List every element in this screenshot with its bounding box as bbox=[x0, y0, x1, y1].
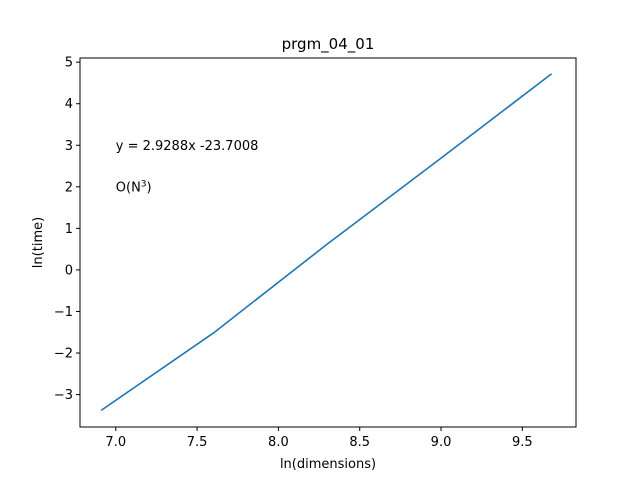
annotation-1: O(N3) bbox=[116, 179, 152, 195]
y-tick-label: 1 bbox=[65, 222, 73, 237]
plot-area bbox=[80, 58, 576, 427]
x-tick-label: 8.5 bbox=[349, 435, 370, 450]
series-line-0 bbox=[100, 73, 553, 412]
x-axis-ticks: 7.0 7.5 8.0 8.5 9.0 9.5 bbox=[105, 427, 533, 450]
x-tick-label: 8.0 bbox=[268, 435, 289, 450]
y-tick-label: 5 bbox=[65, 56, 73, 71]
y-tick-label: −1 bbox=[54, 305, 73, 320]
y-tick-label: 0 bbox=[65, 263, 73, 278]
chart-title: prgm_04_01 bbox=[282, 35, 375, 54]
y-tick-label: 3 bbox=[65, 139, 73, 154]
y-tick-label: 2 bbox=[65, 180, 73, 195]
x-tick-label: 9.0 bbox=[431, 435, 452, 450]
y-axis-label: ln(time) bbox=[31, 217, 46, 268]
x-tick-label: 9.5 bbox=[512, 435, 533, 450]
x-tick-label: 7.0 bbox=[105, 435, 126, 450]
x-axis-label: ln(dimensions) bbox=[280, 457, 376, 472]
y-tick-label: −3 bbox=[54, 388, 73, 403]
annotation-0: y = 2.9288x -23.7008 bbox=[116, 139, 259, 154]
y-axis-ticks: −3 −2 −1 0 1 2 3 4 5 bbox=[54, 56, 80, 403]
plot-frame bbox=[79, 57, 577, 428]
y-tick-label: −2 bbox=[54, 347, 73, 362]
x-tick-label: 7.5 bbox=[187, 435, 208, 450]
series-layer bbox=[100, 73, 553, 412]
y-tick-label: 4 bbox=[65, 97, 73, 112]
annotations: y = 2.9288x -23.7008 O(N3) bbox=[116, 139, 259, 196]
